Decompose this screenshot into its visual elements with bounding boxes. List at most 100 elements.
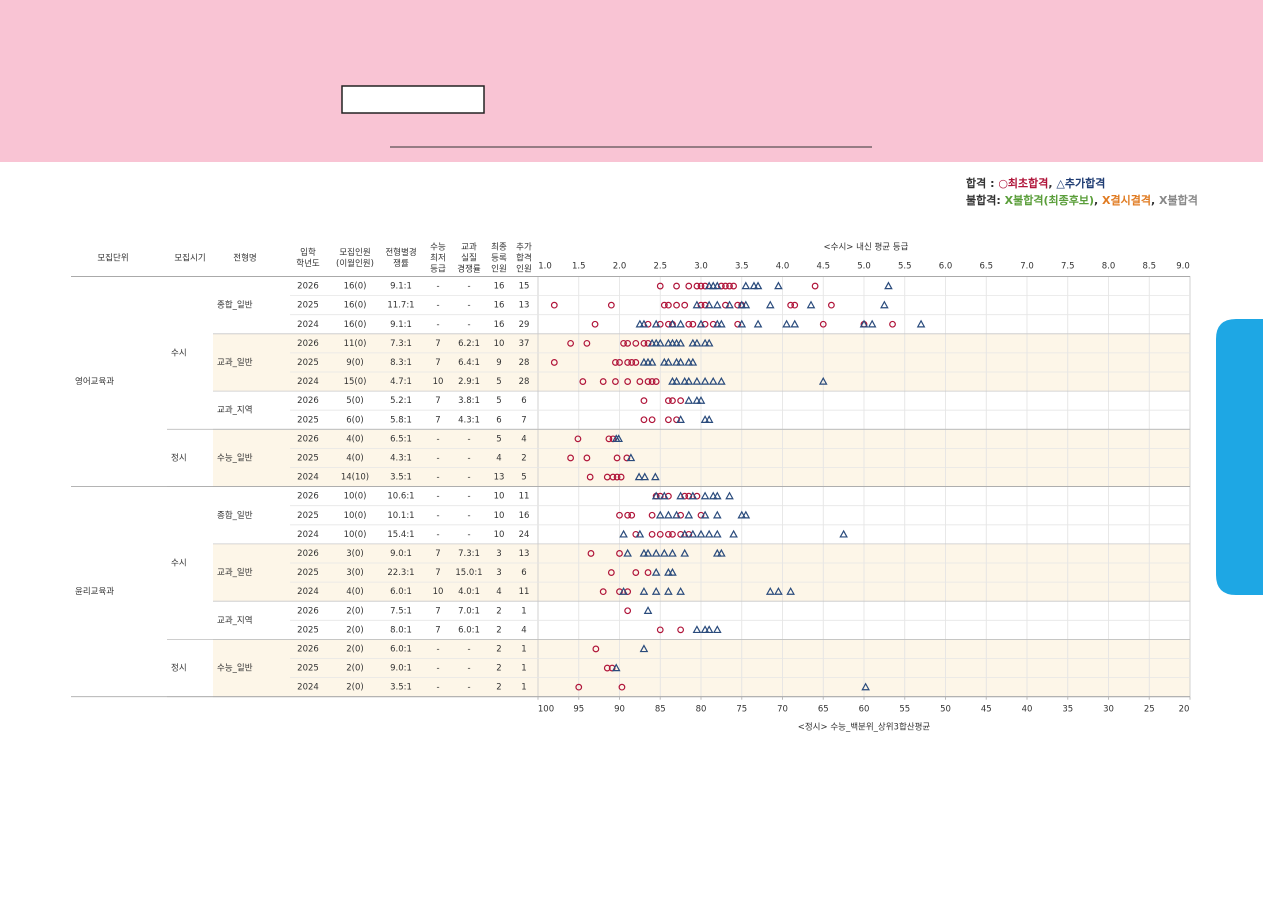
added-pass-marker xyxy=(688,491,698,500)
added-pass-marker xyxy=(708,491,718,500)
added-pass-marker xyxy=(676,319,685,328)
added-pass-marker xyxy=(753,281,763,290)
first-pass-marker xyxy=(620,339,627,347)
cell-ratio: 7.5:1 xyxy=(390,606,412,616)
added-pass-marker xyxy=(655,338,665,347)
added-pass-marker xyxy=(708,376,718,385)
cell-quota: 14(10) xyxy=(341,473,369,483)
cell-min-grade: - xyxy=(436,511,439,521)
x-tick-label: 6.5 xyxy=(979,262,993,272)
cell-real-ratio: 4.0:1 xyxy=(458,587,480,597)
period-name: 정시 xyxy=(171,452,187,463)
first-pass-marker xyxy=(669,397,676,405)
cell-quota: 10(0) xyxy=(344,511,367,521)
cell-additional: 11 xyxy=(519,492,530,502)
cell-year: 2026 xyxy=(297,549,319,559)
first-pass-marker xyxy=(632,339,640,347)
first-pass-marker xyxy=(697,282,705,290)
added-pass-marker xyxy=(684,396,694,404)
added-pass-marker xyxy=(861,682,870,691)
added-pass-marker xyxy=(635,319,645,328)
first-pass-marker xyxy=(669,530,676,538)
cell-quota: 11(0) xyxy=(344,339,367,349)
added-pass-marker xyxy=(635,529,645,538)
x-axis-title: <수시> 내신 평균 등급 xyxy=(824,242,909,253)
cell-year: 2024 xyxy=(297,683,319,693)
first-pass-marker xyxy=(673,301,680,309)
first-pass-marker xyxy=(648,416,656,424)
cell-quota: 2(0) xyxy=(346,606,363,616)
cell-real-ratio: 6.4:1 xyxy=(458,358,480,368)
cell-year: 2025 xyxy=(297,453,319,463)
first-pass-marker xyxy=(685,282,693,290)
cell-year: 2026 xyxy=(297,396,319,406)
unit-name: 윤리교육과 xyxy=(75,587,114,597)
first-pass-marker xyxy=(607,301,615,309)
added-pass-marker xyxy=(818,376,828,385)
x2-tick-label: 65 xyxy=(818,705,829,715)
column-header: 모집시기 xyxy=(174,253,205,264)
added-pass-marker xyxy=(639,548,649,557)
added-pass-marker xyxy=(884,281,893,290)
legend-sep: : xyxy=(986,177,998,190)
added-pass-marker xyxy=(651,472,660,481)
cell-quota: 15(0) xyxy=(344,377,367,387)
added-pass-marker xyxy=(643,548,653,557)
first-pass-marker xyxy=(575,683,583,691)
cell-enrolled: 16 xyxy=(494,282,505,292)
added-pass-marker xyxy=(672,510,681,519)
first-pass-marker xyxy=(628,359,636,366)
column-header: 전형명 xyxy=(233,253,256,264)
cell-real-ratio: 4.3:1 xyxy=(458,415,480,425)
added-pass-marker xyxy=(916,319,926,328)
added-pass-marker xyxy=(704,415,714,423)
added-pass-marker xyxy=(664,338,673,347)
x2-tick-label: 70 xyxy=(777,705,788,715)
added-pass-marker xyxy=(700,415,710,423)
side-tab[interactable] xyxy=(1216,319,1263,595)
cell-additional: 24 xyxy=(519,530,530,540)
first-pass-marker xyxy=(574,435,582,443)
cell-enrolled: 2 xyxy=(496,625,501,635)
first-pass-marker xyxy=(616,550,623,557)
column-header: 인원 xyxy=(516,264,532,275)
first-pass-marker xyxy=(612,378,619,385)
x-tick-label: 3.5 xyxy=(735,262,749,272)
added-pass-marker xyxy=(692,338,702,347)
cell-real-ratio: 2.9:1 xyxy=(458,377,480,387)
added-pass-marker xyxy=(712,510,722,519)
cell-enrolled: 2 xyxy=(496,683,501,693)
cell-ratio: 5.8:1 xyxy=(390,415,412,425)
added-pass-marker xyxy=(859,319,869,328)
cell-enrolled: 6 xyxy=(496,415,501,425)
column-header: 입학 xyxy=(300,247,316,258)
column-header: (이월인원) xyxy=(336,258,374,269)
first-pass-marker xyxy=(624,511,632,519)
cell-quota: 16(0) xyxy=(344,320,367,330)
x-tick-label: 1.5 xyxy=(572,262,586,272)
column-header: 등록 xyxy=(491,254,507,264)
cell-year: 2024 xyxy=(297,473,319,483)
cell-year: 2026 xyxy=(297,434,319,444)
x-tick-label: 5.5 xyxy=(898,262,912,272)
x2-tick-label: 100 xyxy=(538,705,554,715)
first-pass-marker xyxy=(685,320,693,328)
cell-ratio: 6.0:1 xyxy=(390,587,412,597)
cell-quota: 6(0) xyxy=(346,415,363,425)
x-tick-label: 4.5 xyxy=(816,262,830,272)
added-pass-marker xyxy=(668,376,677,385)
cell-ratio: 8.3:1 xyxy=(390,358,412,368)
first-pass-marker xyxy=(652,378,660,385)
cell-enrolled: 9 xyxy=(496,358,501,368)
first-pass-marker xyxy=(819,320,827,328)
column-header: 최종 xyxy=(491,242,507,253)
added-pass-marker xyxy=(688,529,698,538)
added-pass-marker xyxy=(741,300,751,309)
x-tick-label: 2.0 xyxy=(613,262,627,272)
column-header: 교과 xyxy=(461,243,477,253)
added-pass-marker xyxy=(651,548,661,557)
cell-enrolled: 3 xyxy=(496,549,501,559)
cell-additional: 1 xyxy=(521,664,526,674)
cell-real-ratio: - xyxy=(467,434,470,444)
